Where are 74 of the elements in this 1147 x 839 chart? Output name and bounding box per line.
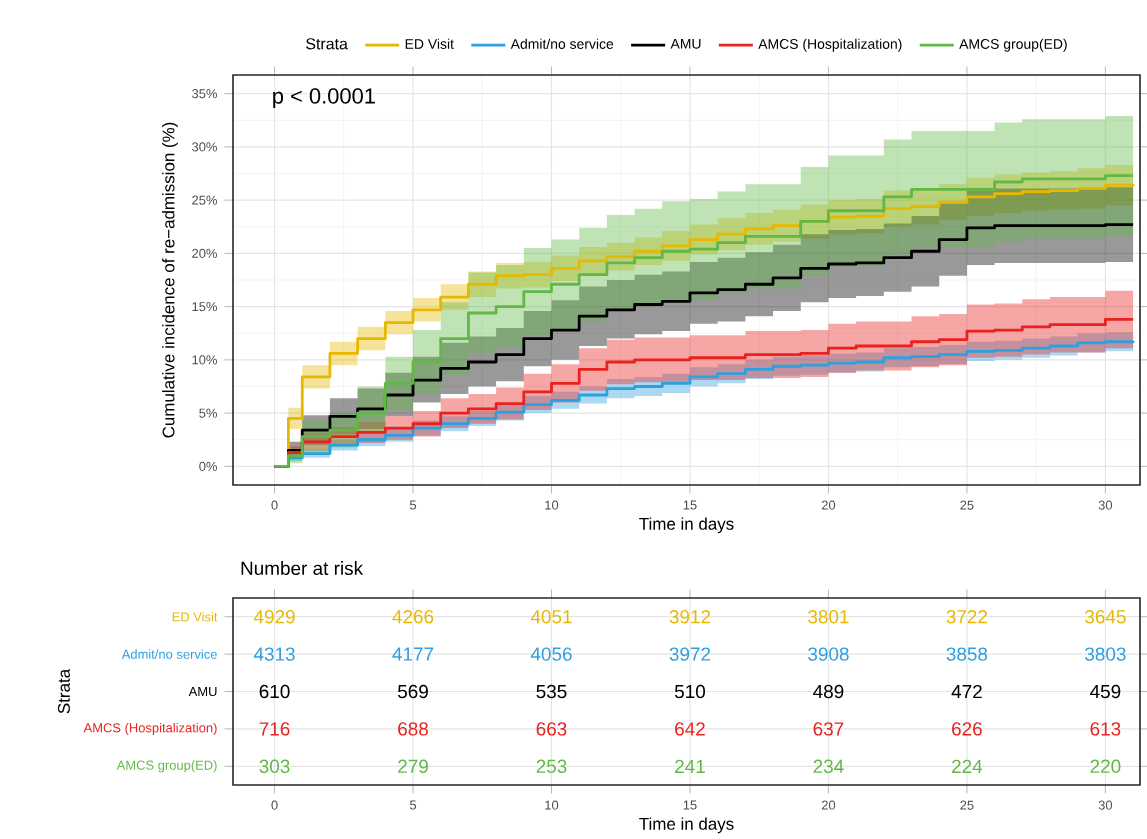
- data-label: 253: [536, 759, 567, 774]
- data-label: 663: [536, 722, 567, 736]
- data-label: 472: [951, 684, 982, 699]
- data-label: 3645: [1085, 610, 1126, 624]
- data-label: 535: [536, 684, 567, 699]
- y-tick-label: Admit/no service: [121, 649, 217, 659]
- x-tick-label: 5: [409, 500, 417, 510]
- data-label: 241: [675, 759, 705, 773]
- y-tick-label: 10%: [192, 355, 217, 365]
- x-tick-label: 5: [409, 800, 417, 810]
- y-tick-label: 0%: [199, 461, 217, 471]
- annotation: p < 0.0001: [273, 88, 375, 109]
- data-label: 234: [813, 759, 844, 774]
- data-label: 569: [397, 684, 428, 699]
- data-label: 3908: [808, 647, 849, 661]
- x-tick-label: 15: [683, 500, 697, 510]
- x-tick-label: 30: [1098, 500, 1113, 510]
- data-label: 4177: [392, 647, 434, 661]
- y-tick-label: 25%: [192, 195, 217, 205]
- x-tick-label: 15: [683, 800, 697, 810]
- data-label: 4929: [253, 610, 295, 624]
- data-label: 637: [813, 722, 844, 736]
- chart-title: Number at risk: [241, 561, 364, 576]
- x-tick-label: 20: [821, 800, 836, 810]
- data-label: 459: [1090, 684, 1121, 699]
- data-label: 4056: [530, 647, 572, 661]
- data-label: 4266: [392, 610, 434, 624]
- data-label: 3858: [946, 647, 988, 661]
- legend-label: AMCS (Hospitalization): [758, 38, 902, 52]
- y-tick-label: 5%: [199, 408, 217, 418]
- data-label: 489: [813, 684, 844, 699]
- y-tick-label: 35%: [192, 89, 217, 99]
- data-label: 279: [398, 759, 428, 774]
- data-label: 510: [674, 684, 706, 699]
- x-tick-label: 0: [271, 500, 278, 510]
- data-label: 3912: [669, 610, 711, 624]
- data-label: 642: [675, 722, 705, 736]
- legend-label: Admit/no service: [510, 38, 614, 49]
- data-label: 303: [259, 759, 290, 774]
- data-label: 3972: [669, 647, 711, 661]
- data-label: 3801: [808, 610, 849, 624]
- data-label: 716: [259, 722, 290, 736]
- y-tick-label: ED Visit: [172, 611, 218, 622]
- data-label: 688: [398, 722, 428, 736]
- x-tick-label: 25: [960, 500, 974, 510]
- y-tick-label: 20%: [192, 248, 217, 258]
- y-tick-label: AMCS group(ED): [116, 760, 217, 773]
- x-tick-label: 20: [821, 500, 836, 510]
- x-tick-label: 10: [545, 500, 559, 510]
- x-tick-label: 25: [960, 800, 974, 810]
- data-label: 4051: [530, 610, 572, 624]
- y-axis-title: Cumulative incidence of re−admission (%): [162, 122, 178, 438]
- data-label: 626: [952, 722, 982, 736]
- legend-title: Strata: [306, 38, 348, 50]
- legend-label: AMCS group(ED): [959, 38, 1067, 52]
- y-axis-title: Strata: [57, 668, 70, 714]
- data-label: 4313: [253, 647, 295, 661]
- y-tick-label: 30%: [192, 142, 217, 152]
- data-label: 613: [1090, 722, 1121, 736]
- data-label: 224: [952, 759, 983, 773]
- x-tick-label: 10: [545, 800, 559, 810]
- data-label: 220: [1090, 759, 1121, 774]
- x-tick-label: 30: [1098, 800, 1113, 810]
- legend-label: AMU: [670, 38, 701, 49]
- x-axis-title: Time in days: [639, 517, 734, 534]
- legend-label: ED Visit: [405, 38, 454, 49]
- x-axis-title: Time in days: [639, 817, 734, 834]
- data-label: 3722: [946, 610, 988, 624]
- x-tick-label: 0: [271, 800, 278, 810]
- y-tick-label: AMU: [188, 686, 217, 697]
- y-tick-label: 15%: [192, 302, 217, 312]
- data-label: 3803: [1085, 647, 1126, 661]
- data-label: 610: [259, 684, 290, 699]
- y-tick-label: AMCS (Hospitalization): [83, 722, 217, 735]
